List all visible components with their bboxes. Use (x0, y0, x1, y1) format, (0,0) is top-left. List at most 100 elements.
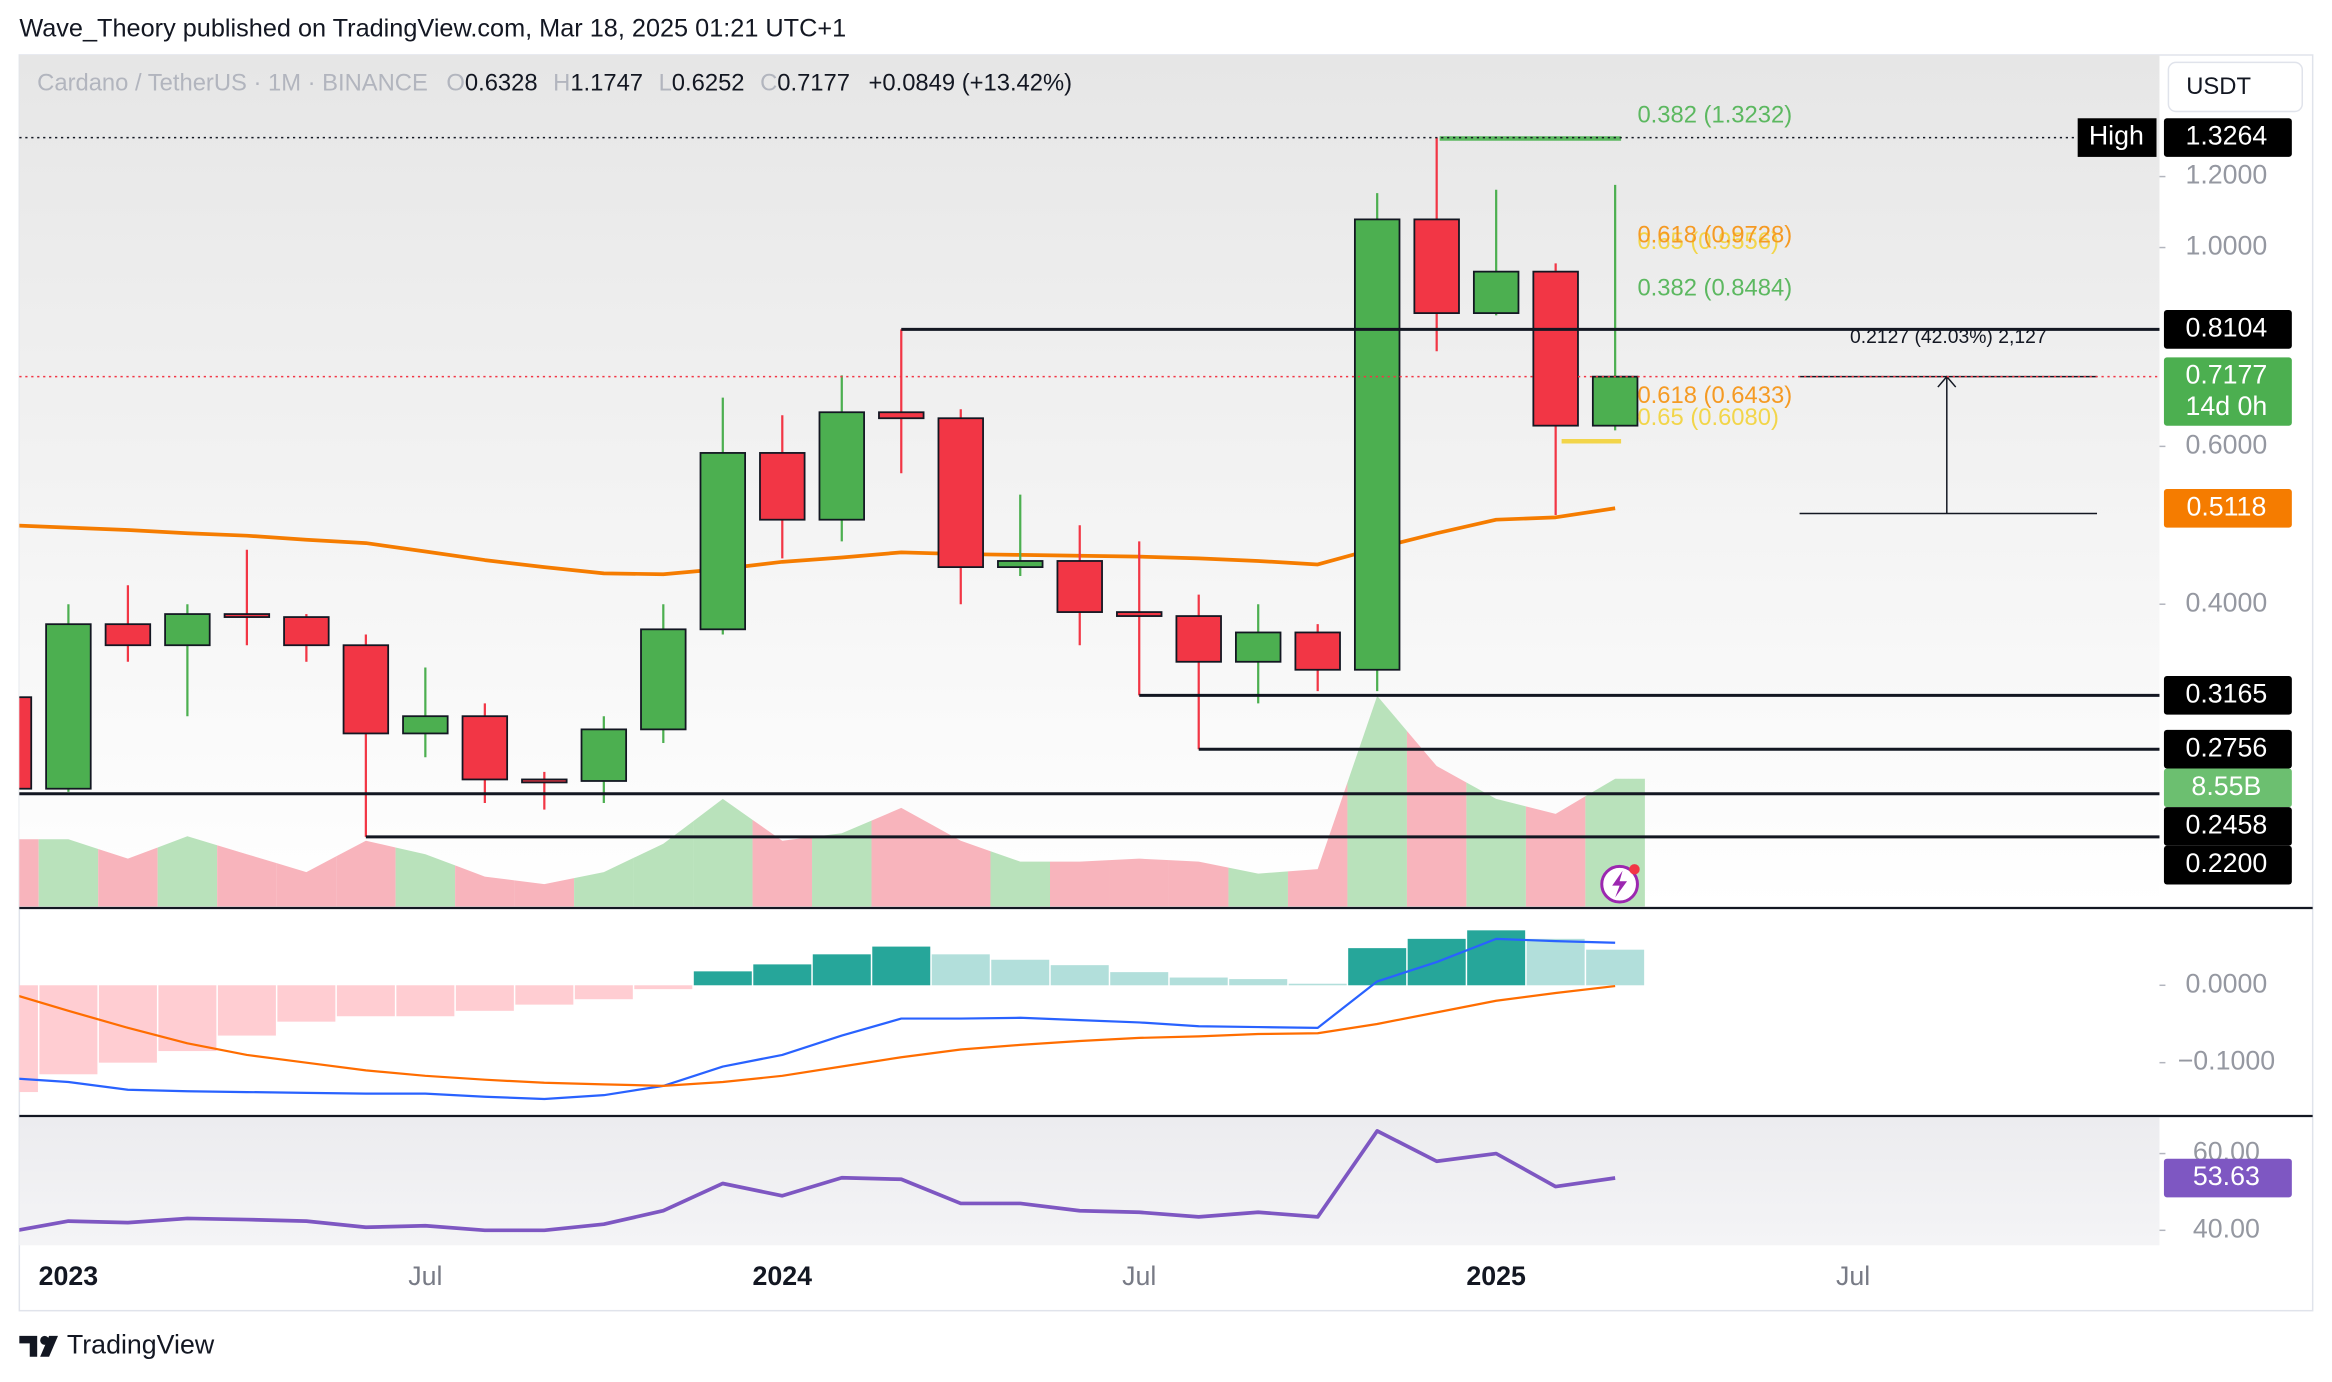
rsi-label: 53.63 (2193, 1161, 2260, 1191)
macd-bar (693, 971, 752, 986)
indicator-icon (1600, 864, 1640, 904)
price-label: 1.3264 (2185, 121, 2267, 151)
brand-logo-dot (40, 1335, 50, 1345)
volume-area (1466, 782, 1526, 907)
macd-bar (931, 954, 990, 986)
macd-bar (1526, 938, 1585, 986)
macd-bar (1169, 977, 1228, 986)
fib-label: 0.382 (0.8484) (1637, 275, 1792, 302)
x-tick-label: 2025 (1466, 1261, 1526, 1291)
candle-body (164, 613, 211, 647)
macd-bar (1110, 972, 1169, 986)
rsi-label-box (2163, 1158, 2292, 1198)
ohlc-prefix: O (446, 70, 465, 97)
candle-body (19, 696, 33, 790)
volume-area (1525, 796, 1586, 907)
volume-area (336, 840, 396, 907)
macd-bar (1586, 949, 1645, 986)
macd-plot (19, 930, 1645, 1101)
rsi-plot (19, 1129, 1616, 1233)
candle-body (1294, 631, 1341, 671)
volume-area (871, 807, 932, 907)
price-label: 0.2458 (2185, 810, 2267, 840)
x-tick-label: 2024 (753, 1261, 813, 1291)
x-tick-label: 2023 (39, 1261, 99, 1291)
volume-area (1228, 867, 1288, 907)
volume-area (752, 819, 813, 907)
candle-body (402, 715, 449, 735)
price-label: 0.2756 (2185, 732, 2267, 762)
volume-area (1168, 860, 1229, 907)
macd-bar (515, 985, 574, 1005)
volume-area (633, 821, 694, 907)
candle-body (283, 616, 330, 647)
price-label-box (2163, 768, 2292, 808)
header: Wave_Theory published on TradingView.com… (19, 14, 846, 42)
x-tick-label: Jul (1122, 1261, 1156, 1291)
volume-area (1109, 858, 1169, 907)
candle-body (1175, 615, 1222, 663)
macd-bar (574, 985, 633, 1000)
candle-body (1116, 611, 1163, 617)
volume-area (276, 856, 337, 907)
y-tick-label: −0.1000 (2178, 1046, 2275, 1076)
ohlc-prefix: L (659, 70, 672, 97)
macd-bar (1050, 965, 1109, 986)
volume-area (1287, 782, 1348, 907)
candle-body (1591, 375, 1639, 427)
price-label-box (2163, 118, 2292, 157)
candle-body (1532, 270, 1579, 427)
currency-button[interactable]: USDT (2167, 61, 2303, 113)
macd-bar (1348, 948, 1407, 986)
macd-bar (872, 946, 931, 986)
y-tick-label: 0.6000 (2185, 429, 2267, 459)
y-tick-label: 40.00 (2193, 1213, 2260, 1243)
candle-body (997, 560, 1044, 569)
macd-bar (455, 985, 514, 1011)
macd-bar (812, 954, 871, 986)
ohlc-value: 1.1747 (570, 70, 643, 97)
macd-bar (158, 985, 217, 1052)
high-label-box (2077, 118, 2157, 157)
button-label[interactable]: USDT (2186, 73, 2251, 100)
volume-area (990, 851, 1050, 907)
ohlc-prefix: H (553, 70, 570, 97)
ohlc-value: 0.7177 (777, 70, 850, 97)
macd-bar (277, 985, 336, 1022)
macd-bar (753, 964, 812, 986)
volume-area (514, 878, 575, 907)
icon-bolt (1612, 870, 1628, 898)
price-label-box (2163, 807, 2292, 846)
macd-bar (1229, 979, 1288, 986)
volume-area (395, 847, 456, 907)
candle-body (640, 628, 687, 731)
volume-area (574, 857, 634, 907)
candle-body (1235, 631, 1282, 663)
price-label: 8.55B (2191, 771, 2261, 801)
candle-body (45, 623, 92, 790)
volume-area (38, 839, 99, 907)
candle-body (461, 715, 509, 781)
ma-line (19, 506, 1616, 577)
rsi-pane (19, 1117, 2160, 1246)
macd-bar (396, 985, 455, 1017)
price-label-box (2163, 676, 2292, 715)
volume-area (19, 839, 39, 907)
volume-area (455, 865, 515, 907)
chart-layer: 0.382 (1.3232) 0.65 (0.9556)0.618 (0.9728… (19, 102, 2292, 1291)
candle-body (1413, 218, 1460, 314)
y-tick-label: 0.0000 (2185, 968, 2267, 998)
brand-name: TradingView (67, 1329, 215, 1359)
icon-dot (1629, 864, 1640, 875)
button-bg[interactable] (2167, 61, 2303, 113)
high-label: High (2089, 121, 2144, 151)
candle-body (521, 778, 568, 784)
candle-body (1472, 270, 1520, 314)
brand: TradingView (19, 1329, 215, 1359)
price-label: 0.3165 (2185, 678, 2267, 708)
rsi-line (19, 1129, 1616, 1233)
macd-bar (991, 959, 1050, 986)
price-label: 0.5118 (2186, 491, 2266, 521)
